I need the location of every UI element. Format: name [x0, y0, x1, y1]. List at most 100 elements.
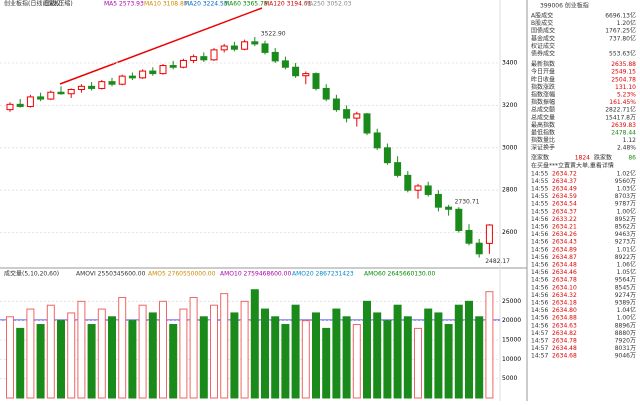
tick-volume: 8952万 [615, 216, 636, 223]
y-tick-label: 25000 [502, 298, 521, 305]
tick-volume: 9564万 [615, 277, 636, 284]
candle-body [118, 75, 126, 85]
tick-volume: 1.00亿 [617, 314, 636, 322]
tick-volume: 9274万 [615, 292, 636, 299]
candle-body [475, 242, 483, 255]
volume-bar [332, 308, 341, 399]
tick-price: 2634.68 [552, 353, 577, 360]
volume-bar [97, 308, 106, 399]
quote-label: 总成交量 [531, 113, 555, 121]
tick-time: 14:55 [531, 201, 548, 208]
tick-time: 14:55 [531, 193, 548, 200]
candle-body [302, 73, 310, 77]
tick-price: 2634.89 [552, 246, 577, 253]
candle-body [128, 75, 136, 79]
candle-body [271, 51, 279, 62]
tick-time: 14:57 [531, 353, 548, 360]
tick-volume: 1.05亿 [617, 268, 636, 276]
volume-bar [169, 324, 178, 399]
tick-time: 14:56 [531, 262, 548, 269]
tick-volume: 1.04亿 [617, 306, 636, 314]
tick-price: 2634.63 [552, 322, 577, 329]
volume-bar [108, 316, 116, 399]
volume-bar [67, 312, 76, 399]
candle-body [445, 206, 453, 210]
candle-body [251, 41, 259, 45]
quote-label: 基金成交 [531, 34, 555, 42]
quote-value: 6696.13亿 [605, 12, 636, 20]
breadth-label: 跌家数 [594, 153, 612, 161]
quote-label: B股成交 [531, 19, 553, 27]
volume-bar [383, 320, 392, 399]
quote-value: 131.10 [615, 84, 636, 91]
volume-bar [475, 316, 484, 399]
quote-label: 昨日收盘 [531, 75, 555, 83]
volume-bar [261, 308, 269, 399]
volume-bar [118, 296, 127, 399]
tick-volume: 8703万 [615, 193, 636, 200]
volume-header: AMOVI 2550345600.00 [76, 271, 146, 278]
chart-header: 日线(压缩) [44, 0, 73, 8]
tick-volume: 8545万 [615, 284, 636, 291]
candle-body [108, 81, 116, 85]
volume-bar [57, 320, 65, 399]
tick-volume: 8880万 [615, 330, 636, 337]
quote-label: 指数涨跌 [531, 83, 555, 91]
tick-time: 14:56 [531, 231, 548, 238]
candle-body [353, 113, 361, 119]
tick-volume: 1.03亿 [617, 185, 636, 193]
tick-price: 2634.32 [552, 292, 577, 299]
candle-body [394, 162, 402, 176]
chart-header: MA10 3108.87 [144, 1, 188, 8]
tick-time: 14:55 [531, 186, 548, 193]
price-annotation: 2730.71 [455, 198, 480, 205]
chart-header: MA5 2573.93 [104, 1, 144, 8]
tick-price: 2634.49 [552, 186, 577, 193]
breadth-label: 涨家数 [531, 153, 549, 161]
tick-volume: 8562万 [615, 224, 636, 231]
tick-volume: 9273万 [615, 239, 636, 246]
candle-body [241, 41, 249, 50]
candle-body [383, 147, 391, 164]
candle-body [57, 91, 65, 95]
tick-time: 14:56 [531, 254, 548, 261]
tick-price: 2634.82 [552, 330, 577, 337]
tick-price: 2634.43 [552, 239, 577, 246]
quote-value: 161.45% [609, 99, 636, 106]
notice: 在买盘***立置黄大单,重看详情 [531, 161, 614, 169]
tick-time: 14:57 [531, 345, 548, 352]
quote-label: A股成交 [531, 12, 553, 20]
candle-body [485, 224, 493, 244]
y-tick-label: 2600 [502, 229, 517, 236]
volume-bar [444, 324, 453, 399]
volume-header: AMO20 2867231423 [292, 271, 354, 278]
quote-label: 最高指数 [531, 121, 555, 129]
candle-body [281, 60, 289, 68]
volume-bar [342, 316, 351, 399]
tick-time: 14:56 [531, 239, 548, 246]
tick-volume: 1.02亿 [617, 169, 636, 177]
tick-price: 2634.10 [552, 284, 577, 291]
volume-header: 成交量(5,10,20,60) [4, 270, 59, 278]
y-tick-label: 2800 [502, 187, 517, 194]
tick-price: 2634.59 [552, 193, 577, 200]
tick-price: 2634.54 [552, 201, 577, 208]
volume-bar [434, 312, 443, 399]
tick-time: 14:57 [531, 338, 548, 345]
candle-body [67, 89, 75, 95]
volume-bar [26, 308, 35, 399]
candle-body [139, 70, 147, 79]
quote-title: 399006 创业板指 [540, 2, 589, 10]
tick-price: 2634.88 [552, 315, 577, 322]
candle-body [220, 45, 228, 51]
volume-bar [148, 312, 157, 399]
candle-body [465, 229, 473, 244]
candle-body [414, 185, 422, 191]
volume-bar [312, 312, 320, 399]
y-tick-label: 10000 [502, 356, 521, 363]
quote-value: 1.20亿 [617, 19, 636, 27]
volume-bar [220, 293, 229, 399]
tick-volume: 9560万 [615, 178, 636, 185]
tick-time: 14:55 [531, 178, 548, 185]
